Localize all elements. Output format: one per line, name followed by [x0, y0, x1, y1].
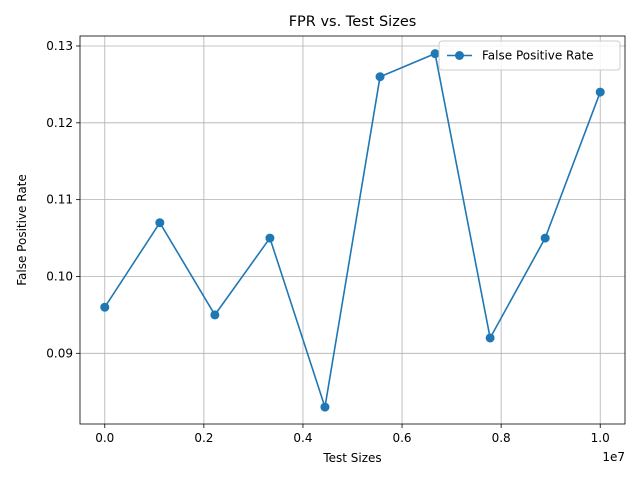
x-axis-ticks: 0.0 0.2 0.4 0.6 0.8 1.0: [95, 424, 610, 445]
data-point: [100, 302, 110, 312]
chart-title: FPR vs. Test Sizes: [289, 14, 417, 30]
data-point: [155, 218, 165, 228]
x-axis-offset-label: 1e7: [602, 450, 625, 464]
legend-marker: [455, 51, 464, 60]
series-line: [104, 52, 601, 408]
y-tick-label: 0.12: [46, 116, 73, 130]
legend: False Positive Rate: [438, 40, 621, 71]
series-layer: [100, 49, 605, 412]
data-point: [375, 72, 385, 82]
data-point: [320, 402, 330, 412]
data-point: [210, 310, 220, 320]
y-tick-label: 0.09: [46, 346, 73, 360]
y-tick-label: 0.11: [46, 193, 73, 207]
y-tick-label: 0.13: [46, 39, 73, 53]
x-tick-label: 0.0: [95, 431, 114, 445]
x-axis-label: Test Sizes: [322, 451, 381, 465]
x-tick-label: 0.4: [293, 431, 312, 445]
y-axis-label: False Positive Rate: [15, 174, 29, 286]
plot-frame: [79, 35, 626, 425]
data-point: [430, 49, 440, 59]
data-point: [595, 87, 605, 97]
y-axis-ticks: 0.09 0.10 0.11 0.12 0.13: [46, 39, 80, 360]
data-point: [485, 333, 495, 343]
x-tick-label: 0.2: [194, 431, 213, 445]
x-tick-label: 0.8: [492, 431, 511, 445]
legend-box: [438, 40, 621, 71]
x-tick-label: 1.0: [591, 431, 610, 445]
x-tick-label: 0.6: [392, 431, 411, 445]
data-point: [265, 233, 275, 243]
data-point: [540, 233, 550, 243]
legend-label: False Positive Rate: [482, 49, 594, 63]
y-tick-label: 0.10: [46, 269, 73, 283]
